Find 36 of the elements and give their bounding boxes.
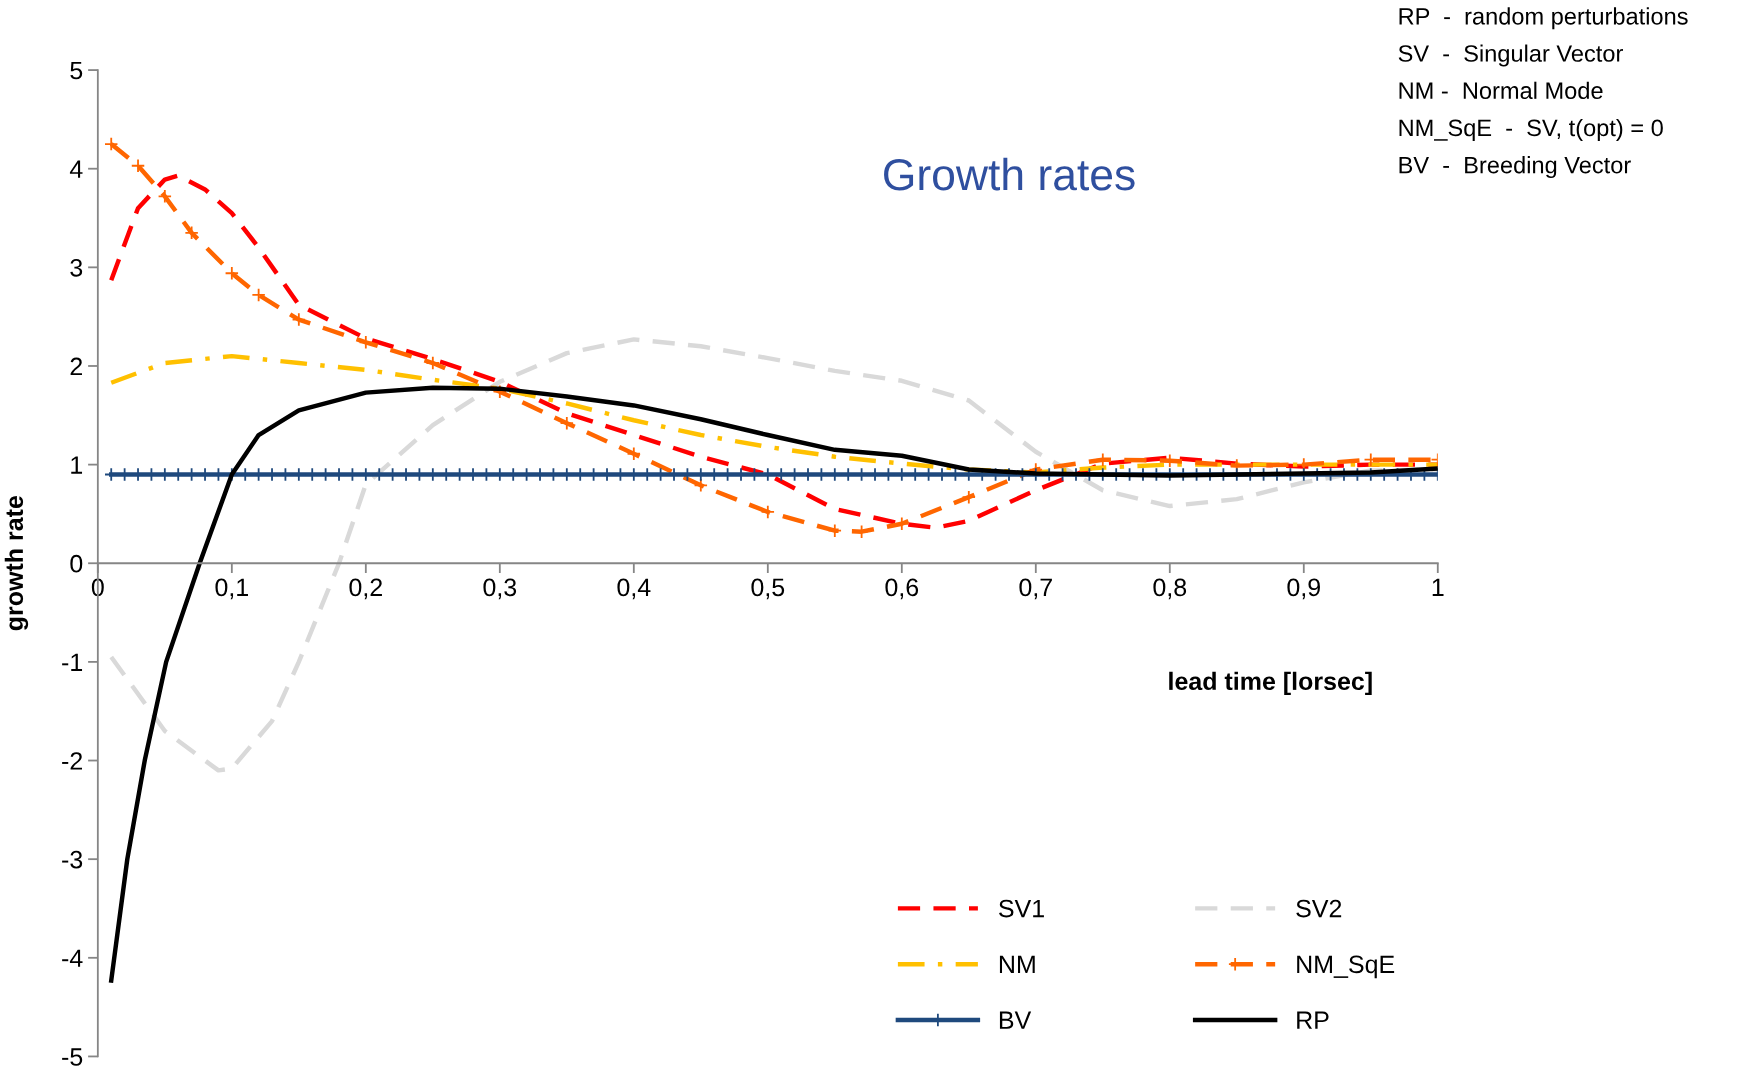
y-axis-title: growth rate bbox=[4, 496, 29, 631]
y-tick-label: 0 bbox=[70, 554, 83, 573]
x-tick-label: 0,5 bbox=[751, 578, 785, 600]
text: Growth rates bbox=[884, 157, 1135, 191]
legend-label: NM_SqE bbox=[1297, 955, 1395, 979]
annotation: NM_SqE - SV, t(opt) = 0 bbox=[1399, 118, 1663, 141]
x-tick-label: 0,9 bbox=[1287, 578, 1320, 600]
y-tick-label: -1 bbox=[62, 653, 83, 671]
legend-label: RP bbox=[1297, 1011, 1329, 1029]
text: SV - Singular Vector bbox=[1398, 44, 1623, 67]
x-tick-label: 0 bbox=[91, 578, 104, 597]
x-tick-label: 0,4 bbox=[617, 578, 651, 600]
y-tick-label: 1 bbox=[71, 456, 83, 474]
x-tick-label: 0,2 bbox=[349, 578, 382, 600]
legend-label: SV2 bbox=[1296, 899, 1342, 918]
y-tick-label: -4 bbox=[62, 949, 83, 967]
x-tick-label: 0,1 bbox=[215, 578, 248, 600]
y-tick-label: -5 bbox=[62, 1048, 83, 1066]
legend-label: NM bbox=[999, 955, 1035, 973]
text: RP - random perturbations bbox=[1399, 7, 1688, 30]
y-tick-label: 2 bbox=[70, 357, 82, 376]
y-tick-label: 3 bbox=[70, 258, 83, 277]
y-tick-label: -2 bbox=[62, 752, 82, 770]
x-tick-label: 0,3 bbox=[483, 578, 517, 600]
annotation: BV - Breeding Vector bbox=[1399, 156, 1631, 179]
y-tick-label: -3 bbox=[62, 850, 83, 869]
legend-label: BV bbox=[999, 1011, 1032, 1029]
x-tick-label: 1 bbox=[1432, 578, 1444, 596]
annotation: NM - Normal Mode bbox=[1399, 81, 1603, 100]
x-tick-label: 0,6 bbox=[885, 578, 919, 600]
x-tick-label: 0,7 bbox=[1019, 578, 1052, 600]
legend-label: SV1 bbox=[999, 899, 1044, 918]
y-tick-label: 4 bbox=[69, 160, 83, 178]
x-tick-label: 0,8 bbox=[1153, 578, 1187, 600]
x-axis-title: lead time [lorsec] bbox=[1169, 671, 1372, 696]
y-tick-label: 5 bbox=[70, 61, 83, 80]
